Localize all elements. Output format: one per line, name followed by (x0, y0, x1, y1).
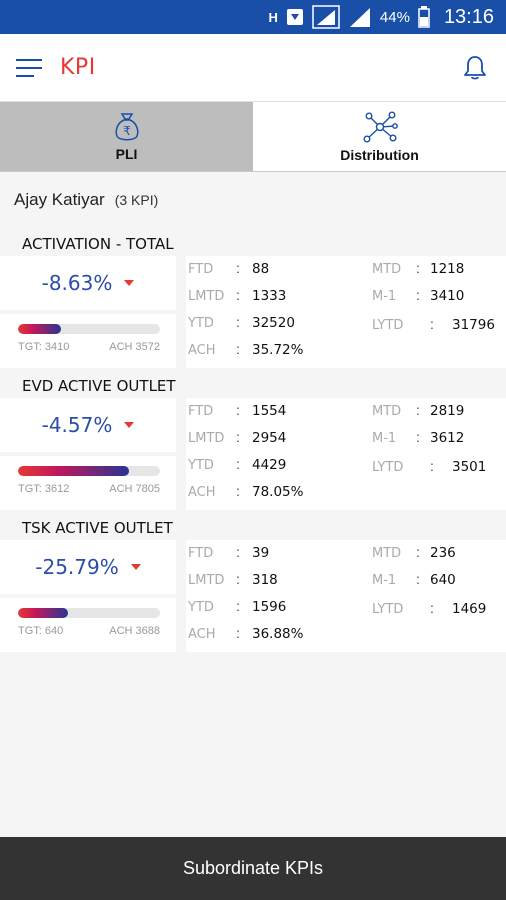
signal-icon-1 (312, 5, 340, 29)
kpi-stats: FTD:1554 LMTD:2954 YTD:4429 ACH:78.05% M… (186, 398, 506, 510)
stat-mtd: MTD:236 (372, 544, 456, 561)
page-title: KPI (60, 55, 96, 80)
stat-lmtd: LMTD:1333 (188, 287, 287, 304)
subordinate-kpis-label: Subordinate KPIs (182, 858, 324, 878)
tab-pli-label: PLI (115, 146, 138, 162)
status-bar: H 44% 13:16 (0, 0, 506, 34)
stat-lmtd: LMTD:2954 (188, 429, 287, 446)
progress-fill (18, 608, 68, 618)
progress-bar (18, 608, 160, 618)
stat-lytd: LYTD:3501 (372, 458, 487, 475)
progress-fill (18, 324, 61, 334)
svg-text:₹: ₹ (123, 124, 131, 138)
target-label: TGT: 640 (18, 625, 64, 637)
stat-m1: M-1:3612 (372, 429, 465, 446)
menu-icon[interactable] (16, 58, 42, 77)
rupee-bag-icon: ₹ (115, 113, 138, 141)
stat-lytd: LYTD:1469 (372, 600, 487, 617)
kpi-title: TSK ACTIVE OUTLET (22, 519, 173, 537)
progress-area: TGT: 3410 ACH 3572 (0, 314, 176, 368)
progress-area: TGT: 640 ACH 3688 (0, 598, 176, 652)
tab-pli[interactable]: ₹ PLI (0, 102, 253, 171)
kpi-count: (3 KPI) (114, 192, 159, 208)
down-arrow-icon (130, 564, 141, 570)
target-label: TGT: 3410 (18, 341, 70, 353)
down-arrow-icon (124, 422, 135, 428)
progress-bar (18, 324, 160, 334)
stat-ftd: FTD:39 (188, 544, 270, 561)
signal-icon-2 (349, 8, 370, 27)
progress-fill (18, 466, 129, 476)
kpi-change: -25.79% (0, 540, 176, 594)
kpi-card-evd-active-outlet[interactable]: EVD ACTIVE OUTLET -4.57% TGT: 3612 ACH 7… (0, 370, 506, 510)
kpi-stats: FTD:88 LMTD:1333 YTD:32520 ACH:35.72% MT… (186, 256, 506, 368)
photo-notification-icon (286, 9, 303, 25)
kpi-change: -8.63% (0, 256, 176, 310)
user-row: Ajay Katiyar (3 KPI) (0, 172, 506, 228)
network-icon (363, 111, 398, 143)
tab-distribution[interactable]: Distribution (253, 102, 506, 171)
kpi-card-activation-total[interactable]: ACTIVATION - TOTAL -8.63% TGT: 3410 ACH … (0, 228, 506, 368)
kpi-change: -4.57% (0, 398, 176, 452)
achieved-label: ACH 3572 (109, 341, 160, 353)
subordinate-kpis-button[interactable]: Subordinate KPIs (0, 837, 506, 900)
achieved-label: ACH 3688 (109, 625, 160, 637)
kpi-change-value: -25.79% (35, 555, 119, 579)
battery-percent: 44% (379, 8, 410, 26)
kpi-change-value: -4.57% (41, 413, 113, 437)
target-label: TGT: 3612 (18, 483, 70, 495)
kpi-change-value: -8.63% (41, 271, 113, 295)
progress-area: TGT: 3612 ACH 7805 (0, 456, 176, 510)
stat-mtd: MTD:1218 (372, 260, 465, 277)
battery-icon (418, 6, 430, 28)
network-type-icon: H (268, 9, 278, 25)
kpi-title: ACTIVATION - TOTAL (22, 235, 174, 253)
stat-ytd: YTD:32520 (188, 314, 295, 331)
stat-m1: M-1:3410 (372, 287, 465, 304)
app-bar: KPI (0, 34, 506, 102)
tab-distribution-label: Distribution (340, 147, 419, 163)
stat-ftd: FTD:1554 (188, 402, 287, 419)
stat-ach: ACH:78.05% (188, 483, 304, 500)
tab-bar: ₹ PLI Distribution (0, 102, 506, 172)
stat-ytd: YTD:1596 (188, 598, 287, 615)
bell-icon[interactable] (460, 53, 490, 83)
kpi-title: EVD ACTIVE OUTLET (22, 377, 176, 395)
achieved-label: ACH 7805 (109, 483, 160, 495)
stat-mtd: MTD:2819 (372, 402, 465, 419)
stat-ftd: FTD:88 (188, 260, 270, 277)
down-arrow-icon (124, 280, 135, 286)
stat-ach: ACH:35.72% (188, 341, 304, 358)
stat-ach: ACH:36.88% (188, 625, 304, 642)
kpi-content: Ajay Katiyar (3 KPI) ACTIVATION - TOTAL … (0, 172, 506, 837)
stat-lmtd: LMTD:318 (188, 571, 278, 588)
user-name: Ajay Katiyar (14, 190, 105, 209)
kpi-stats: FTD:39 LMTD:318 YTD:1596 ACH:36.88% MTD:… (186, 540, 506, 652)
stat-lytd: LYTD:31796 (372, 316, 495, 333)
clock: 13:16 (443, 5, 494, 28)
stat-m1: M-1:640 (372, 571, 456, 588)
kpi-card-tsk-active-outlet[interactable]: TSK ACTIVE OUTLET -25.79% TGT: 640 ACH 3… (0, 512, 506, 652)
stat-ytd: YTD:4429 (188, 456, 287, 473)
progress-bar (18, 466, 160, 476)
